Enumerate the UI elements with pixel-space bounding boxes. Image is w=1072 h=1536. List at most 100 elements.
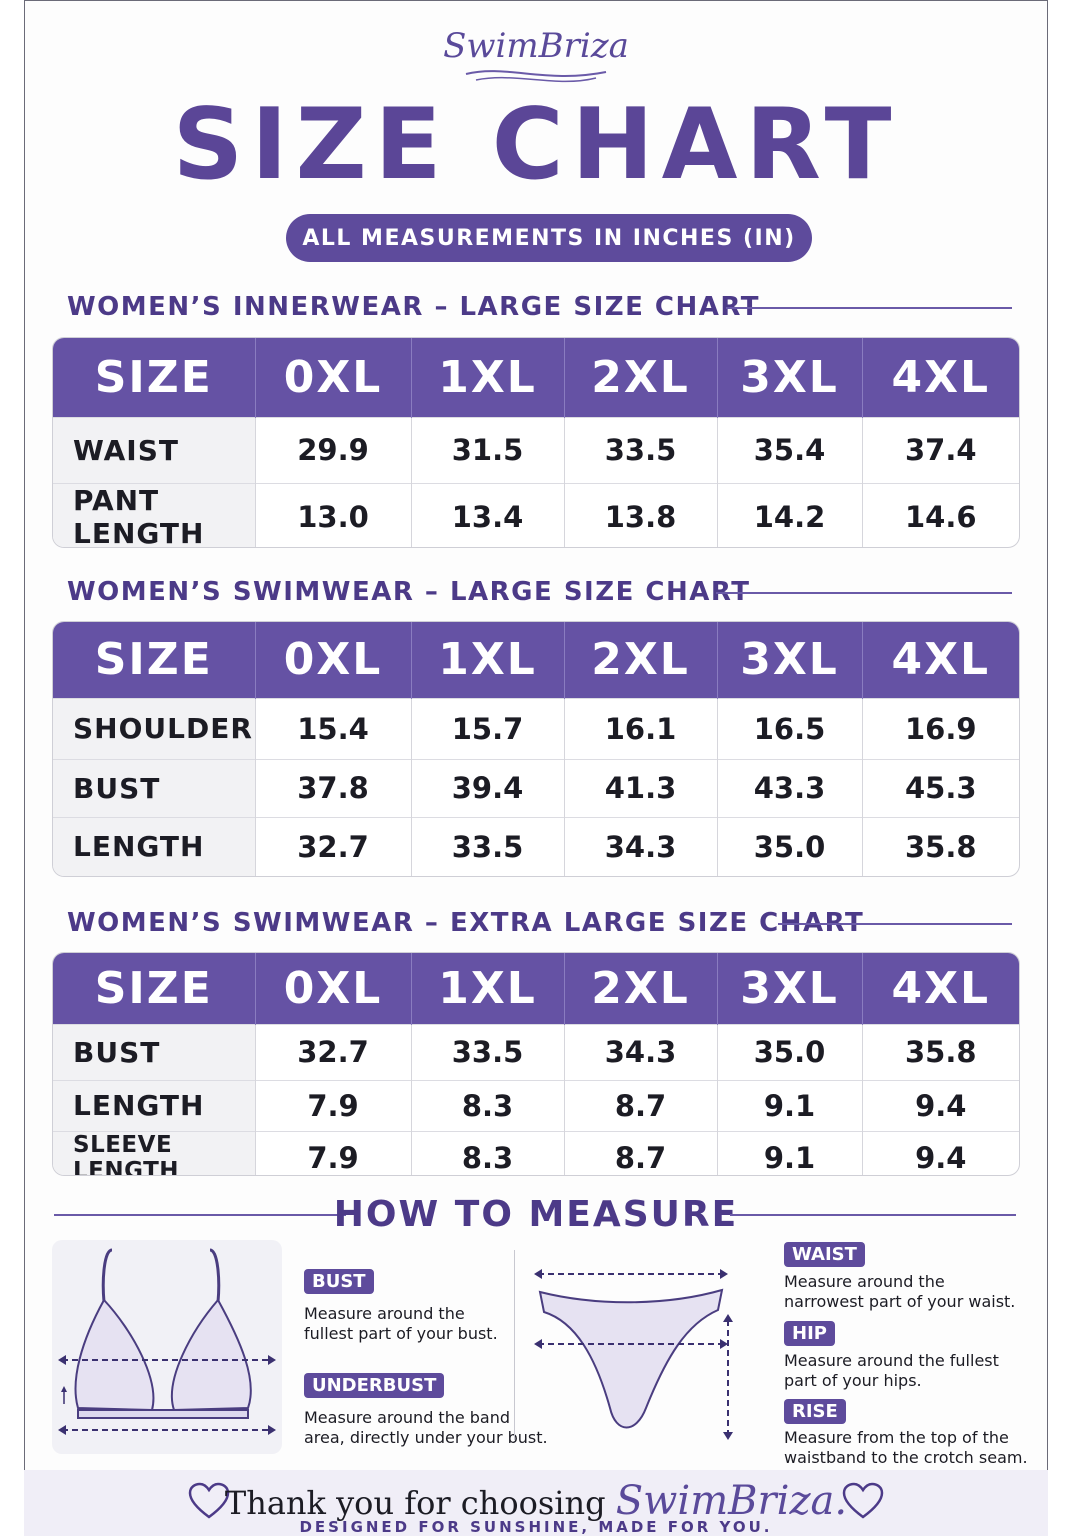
row-label: LENGTH — [53, 1079, 256, 1131]
measure-tag-bust: BUST — [304, 1269, 374, 1294]
table-cell: 8.3 — [411, 1130, 565, 1175]
divider — [730, 1214, 1016, 1216]
table-cell: 8.3 — [411, 1079, 565, 1131]
divider — [514, 1250, 515, 1440]
header-cell: 1XL — [411, 953, 565, 1024]
desc-line: waistband to the crotch seam. — [784, 1448, 1028, 1467]
table-cell: 33.5 — [411, 1023, 565, 1080]
row-label: PANT LENGTH — [53, 482, 256, 547]
table-row: BUST 37.8 39.4 41.3 43.3 45.3 — [53, 758, 1019, 817]
brand-logo: SwimBriza — [443, 26, 629, 66]
divider — [778, 923, 1012, 925]
table-header-row: SIZE 0XL 1XL 2XL 3XL 4XL — [53, 953, 1019, 1024]
table-cell: 8.7 — [564, 1130, 718, 1175]
how-to-measure-title: HOW TO MEASURE — [333, 1194, 739, 1235]
table-header-row: SIZE 0XL 1XL 2XL 3XL 4XL — [53, 338, 1019, 417]
desc-line: Measure around the — [784, 1272, 945, 1291]
table-cell: 35.0 — [717, 1023, 863, 1080]
heart-icon — [188, 1482, 230, 1519]
table-row: LENGTH 32.7 33.5 34.3 35.0 35.8 — [53, 816, 1019, 876]
section-title-swimwear-large: WOMEN’S SWIMWEAR – LARGE SIZE CHART — [67, 577, 751, 607]
measure-desc-rise: Measure from the top of the waistband to… — [784, 1428, 1028, 1468]
table-cell: 7.9 — [255, 1130, 412, 1175]
table-cell: 32.7 — [255, 1023, 412, 1080]
header-cell: 3XL — [717, 622, 863, 698]
table-row: LENGTH 7.9 8.3 8.7 9.1 9.4 — [53, 1079, 1019, 1131]
desc-line: narrowest part of your waist. — [784, 1292, 1016, 1311]
logo-wave-icon — [465, 70, 607, 83]
thank-you-message: Thank you for choosing SwimBriza. — [0, 1478, 1072, 1524]
table-header-row: SIZE 0XL 1XL 2XL 3XL 4XL — [53, 622, 1019, 698]
measure-desc-underbust: Measure around the band area, directly u… — [304, 1408, 548, 1448]
header-cell: 3XL — [717, 953, 863, 1024]
measure-desc-waist: Measure around the narrowest part of you… — [784, 1272, 1015, 1312]
table-cell: 34.3 — [564, 816, 718, 876]
row-label: SHOULDER — [53, 697, 256, 759]
table-cell: 35.8 — [862, 1023, 1019, 1080]
section-title-swimwear-extra-large: WOMEN’S SWIMWEAR – EXTRA LARGE SIZE CHAR… — [67, 908, 865, 938]
table-cell: 41.3 — [564, 758, 718, 817]
table-cell: 9.4 — [862, 1079, 1019, 1131]
desc-line: part of your hips. — [784, 1371, 922, 1390]
table-cell: 9.1 — [717, 1079, 863, 1131]
measure-desc-hip: Measure around the fullest part of your … — [784, 1351, 999, 1391]
size-table-swimwear-extra-large: SIZE 0XL 1XL 2XL 3XL 4XL BUST 32.7 33.5 … — [52, 952, 1020, 1176]
table-cell: 9.4 — [862, 1130, 1019, 1175]
table-cell: 37.4 — [862, 416, 1019, 483]
heart-icon — [842, 1482, 884, 1519]
section-title-innerwear: WOMEN’S INNERWEAR – LARGE SIZE CHART — [67, 292, 760, 322]
bra-figure-panel — [52, 1240, 282, 1454]
table-cell: 32.7 — [255, 816, 412, 876]
size-table-swimwear-large: SIZE 0XL 1XL 2XL 3XL 4XL SHOULDER 15.4 1… — [52, 621, 1020, 877]
header-cell: 4XL — [862, 953, 1019, 1024]
table-cell: 7.9 — [255, 1079, 412, 1131]
table-cell: 15.7 — [411, 697, 565, 759]
table-row: SLEEVE LENGTH 7.9 8.3 8.7 9.1 9.4 — [53, 1130, 1019, 1175]
header-cell: 0XL — [255, 338, 412, 417]
bra-illustration-icon — [58, 1248, 276, 1435]
table-cell: 8.7 — [564, 1079, 718, 1131]
header-cell: 3XL — [717, 338, 863, 417]
desc-line: Measure around the band — [304, 1408, 511, 1427]
table-row: BUST 32.7 33.5 34.3 35.0 35.8 — [53, 1023, 1019, 1080]
desc-line: Measure around the fullest — [784, 1351, 999, 1370]
table-cell: 13.0 — [255, 482, 412, 547]
table-cell: 14.2 — [717, 482, 863, 547]
brief-illustration-icon — [534, 1269, 733, 1440]
header-cell: 2XL — [564, 953, 718, 1024]
table-cell: 16.1 — [564, 697, 718, 759]
units-badge: ALL MEASUREMENTS IN INCHES (IN) — [286, 214, 812, 262]
table-cell: 43.3 — [717, 758, 863, 817]
table-row: SHOULDER 15.4 15.7 16.1 16.5 16.9 — [53, 697, 1019, 759]
table-cell: 37.8 — [255, 758, 412, 817]
header-cell: 1XL — [411, 338, 565, 417]
table-cell: 15.4 — [255, 697, 412, 759]
header-cell: SIZE — [53, 622, 256, 698]
header-cell: 0XL — [255, 622, 412, 698]
table-cell: 33.5 — [564, 416, 718, 483]
header-cell: 4XL — [862, 338, 1019, 417]
footer-brand: SwimBriza. — [615, 1478, 848, 1524]
row-label: BUST — [53, 1023, 256, 1080]
row-label: WAIST — [53, 416, 256, 483]
table-cell: 35.0 — [717, 816, 863, 876]
divider — [54, 1214, 346, 1216]
header-cell: 4XL — [862, 622, 1019, 698]
desc-line: Measure around the — [304, 1304, 465, 1323]
table-cell: 29.9 — [255, 416, 412, 483]
table-cell: 34.3 — [564, 1023, 718, 1080]
header-cell: 1XL — [411, 622, 565, 698]
measure-tag-underbust: UNDERBUST — [304, 1373, 445, 1398]
table-cell: 13.8 — [564, 482, 718, 547]
desc-line: Measure from the top of the — [784, 1428, 1009, 1447]
header-cell: SIZE — [53, 953, 256, 1024]
table-cell: 31.5 — [411, 416, 565, 483]
measure-desc-bust: Measure around the fullest part of your … — [304, 1304, 498, 1344]
desc-line: area, directly under your bust. — [304, 1428, 548, 1447]
thanks-text: Thank you for choosing — [224, 1484, 606, 1522]
table-cell: 45.3 — [862, 758, 1019, 817]
table-cell: 16.9 — [862, 697, 1019, 759]
size-table-innerwear: SIZE 0XL 1XL 2XL 3XL 4XL WAIST 29.9 31.5… — [52, 337, 1020, 548]
desc-line: fullest part of your bust. — [304, 1324, 498, 1343]
table-cell: 13.4 — [411, 482, 565, 547]
